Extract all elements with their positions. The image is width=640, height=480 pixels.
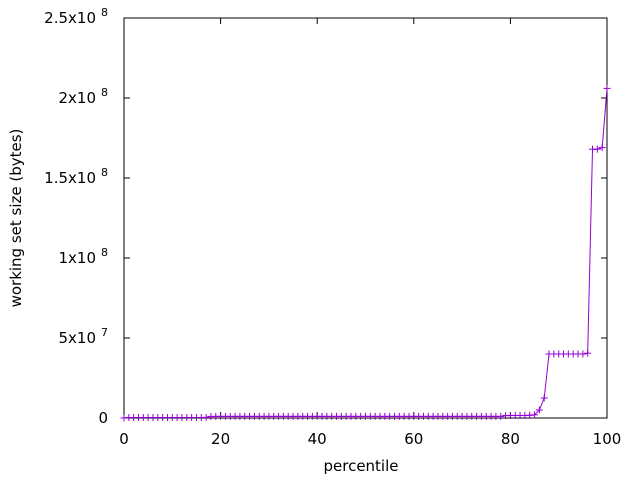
y-tick-exponent: 8: [101, 6, 108, 19]
y-tick-label: 2.5x10 8: [44, 6, 108, 27]
data-point-marker: [603, 84, 611, 92]
x-tick-label: 0: [119, 430, 129, 448]
y-tick-label: 1x10 8: [58, 246, 108, 267]
series-layer: [120, 84, 611, 422]
series-line: [123, 88, 608, 419]
y-tick-exponent: 8: [101, 86, 108, 99]
y-tick-mantissa: 0: [98, 409, 108, 427]
x-tick-label: 100: [593, 430, 622, 448]
x-axis-label: percentile: [323, 457, 398, 475]
y-tick-mantissa: 5x10: [58, 329, 96, 347]
data-point-marker: [598, 144, 606, 152]
y-tick-mantissa: 1x10: [58, 249, 96, 267]
data-point-marker: [531, 411, 539, 419]
y-axis-label: working set size (bytes): [7, 129, 25, 308]
y-tick-label: 0: [98, 409, 108, 427]
y-tick-mantissa: 1.5x10: [44, 169, 96, 187]
data-point-marker: [584, 349, 592, 357]
y-tick-label: 1.5x10 8: [44, 166, 108, 187]
data-point-marker: [579, 350, 587, 358]
y-tick-exponent: 7: [101, 326, 108, 339]
y-tick-exponent: 8: [101, 166, 108, 179]
y-tick-mantissa: 2.5x10: [44, 9, 96, 27]
data-point-marker: [593, 145, 601, 153]
y-tick-label: 2x10 8: [58, 86, 108, 107]
y-tick-label: 5x10 7: [58, 326, 108, 347]
data-point-marker: [202, 413, 210, 421]
y-tick-mantissa: 2x10: [58, 89, 96, 107]
y-axis-ticks: 0 5x10 7 1x10 8 1.5x10 8 2x10 8 2.5x10 8: [44, 6, 607, 427]
y-tick-exponent: 8: [101, 246, 108, 259]
data-point-marker: [535, 406, 543, 414]
x-tick-label: 60: [404, 430, 423, 448]
plot-frame: [123, 17, 608, 419]
x-tick-label: 80: [501, 430, 520, 448]
x-tick-label: 20: [211, 430, 230, 448]
x-tick-label: 40: [308, 430, 327, 448]
x-axis-ticks: 0 20 40 60 80 100: [119, 18, 621, 448]
data-point-marker: [540, 394, 548, 402]
data-point-marker: [497, 412, 505, 420]
